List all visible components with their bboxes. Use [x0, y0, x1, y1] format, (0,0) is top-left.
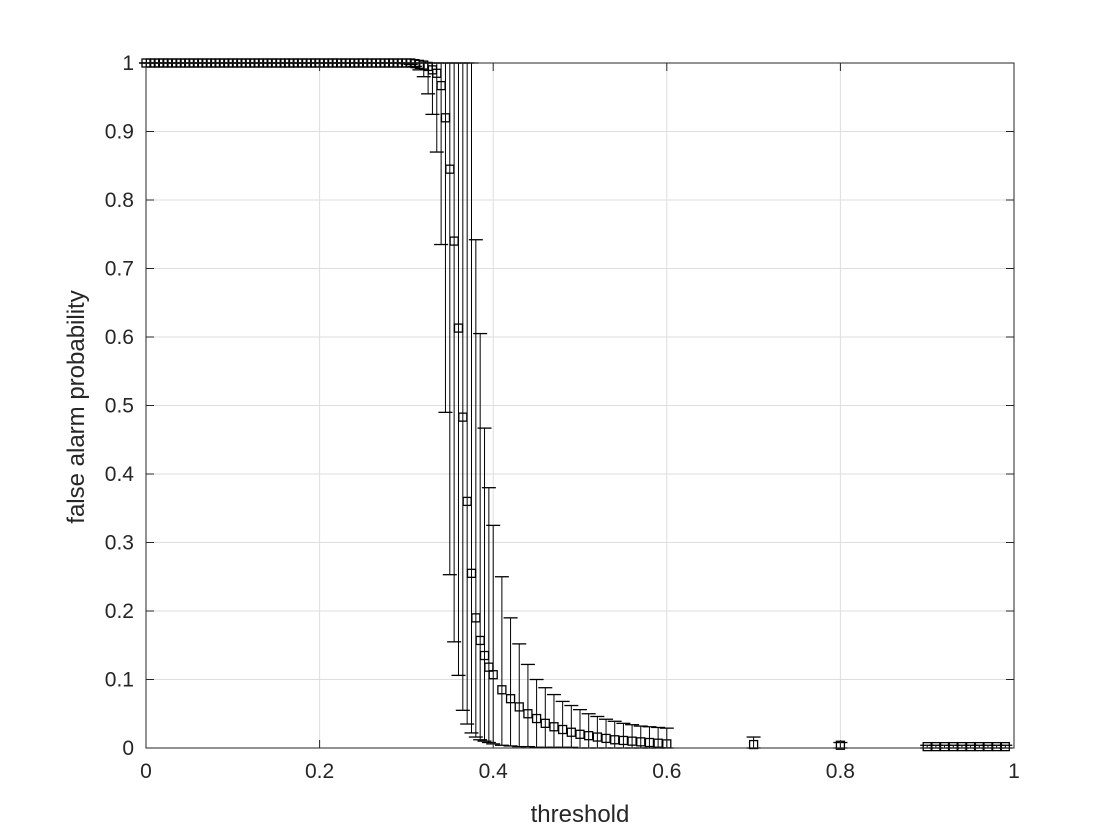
- x-tick-label: 0: [140, 760, 152, 783]
- y-tick-label: 0.5: [105, 395, 134, 418]
- axes: [145, 62, 1015, 749]
- data-point: [531, 713, 542, 724]
- y-tick-label: 0.2: [105, 600, 134, 623]
- data-point: [566, 727, 576, 737]
- data-point: [575, 729, 585, 739]
- x-tick-label: 1: [1008, 760, 1020, 783]
- data-point: [1000, 741, 1010, 752]
- y-tick-label: 0.3: [105, 532, 134, 555]
- y-tick-label: 0.8: [105, 189, 134, 212]
- y-tick-label: 0: [122, 737, 134, 760]
- data-point: [557, 724, 568, 735]
- data-point: [601, 733, 611, 744]
- data-point: [653, 738, 663, 748]
- data-point: [610, 735, 620, 745]
- data-point: [488, 670, 498, 680]
- data-point: [974, 741, 984, 752]
- data-series: [139, 58, 1013, 752]
- data-point: [948, 741, 958, 752]
- x-tick-label: 0.8: [826, 760, 855, 783]
- x-tick-label: 0.4: [479, 760, 509, 783]
- y-tick-label: 0.4: [105, 463, 135, 486]
- data-point: [627, 736, 637, 746]
- data-point: [644, 737, 655, 748]
- tick-labels: 0 0.2 0.4 0.6 0.8 1 0 0.1 0.2 0.3 0.4 0.5 0.6 0.7 0.8 0…: [105, 52, 1020, 783]
- data-point: [514, 702, 524, 712]
- data-point: [523, 709, 533, 719]
- data-point: [922, 741, 932, 752]
- data-point: [939, 741, 950, 752]
- grid-lines: [145, 62, 1015, 749]
- data-point: [618, 735, 629, 746]
- y-tick-label: 0.7: [105, 258, 134, 281]
- data-point: [497, 685, 507, 695]
- data-point: [584, 731, 594, 741]
- y-tick-label: 0.1: [105, 669, 134, 692]
- x-tick-label: 0.2: [305, 760, 334, 783]
- y-axis-label: false alarm probability: [63, 290, 90, 523]
- data-point: [983, 741, 993, 752]
- data-point: [540, 718, 550, 728]
- data-point: [991, 741, 1002, 752]
- y-tick-label: 0.9: [105, 121, 134, 144]
- data-point: [549, 722, 559, 732]
- data-point: [931, 741, 941, 752]
- data-point: [957, 741, 967, 752]
- y-tick-label: 0.6: [105, 326, 134, 349]
- data-point: [965, 741, 976, 752]
- data-point: [505, 694, 516, 704]
- data-point: [636, 737, 646, 747]
- x-tick-label: 0.6: [652, 760, 681, 783]
- x-axis-label: threshold: [531, 801, 630, 828]
- y-tick-label: 1: [122, 52, 134, 75]
- data-point: [748, 739, 759, 750]
- data-point: [592, 732, 603, 742]
